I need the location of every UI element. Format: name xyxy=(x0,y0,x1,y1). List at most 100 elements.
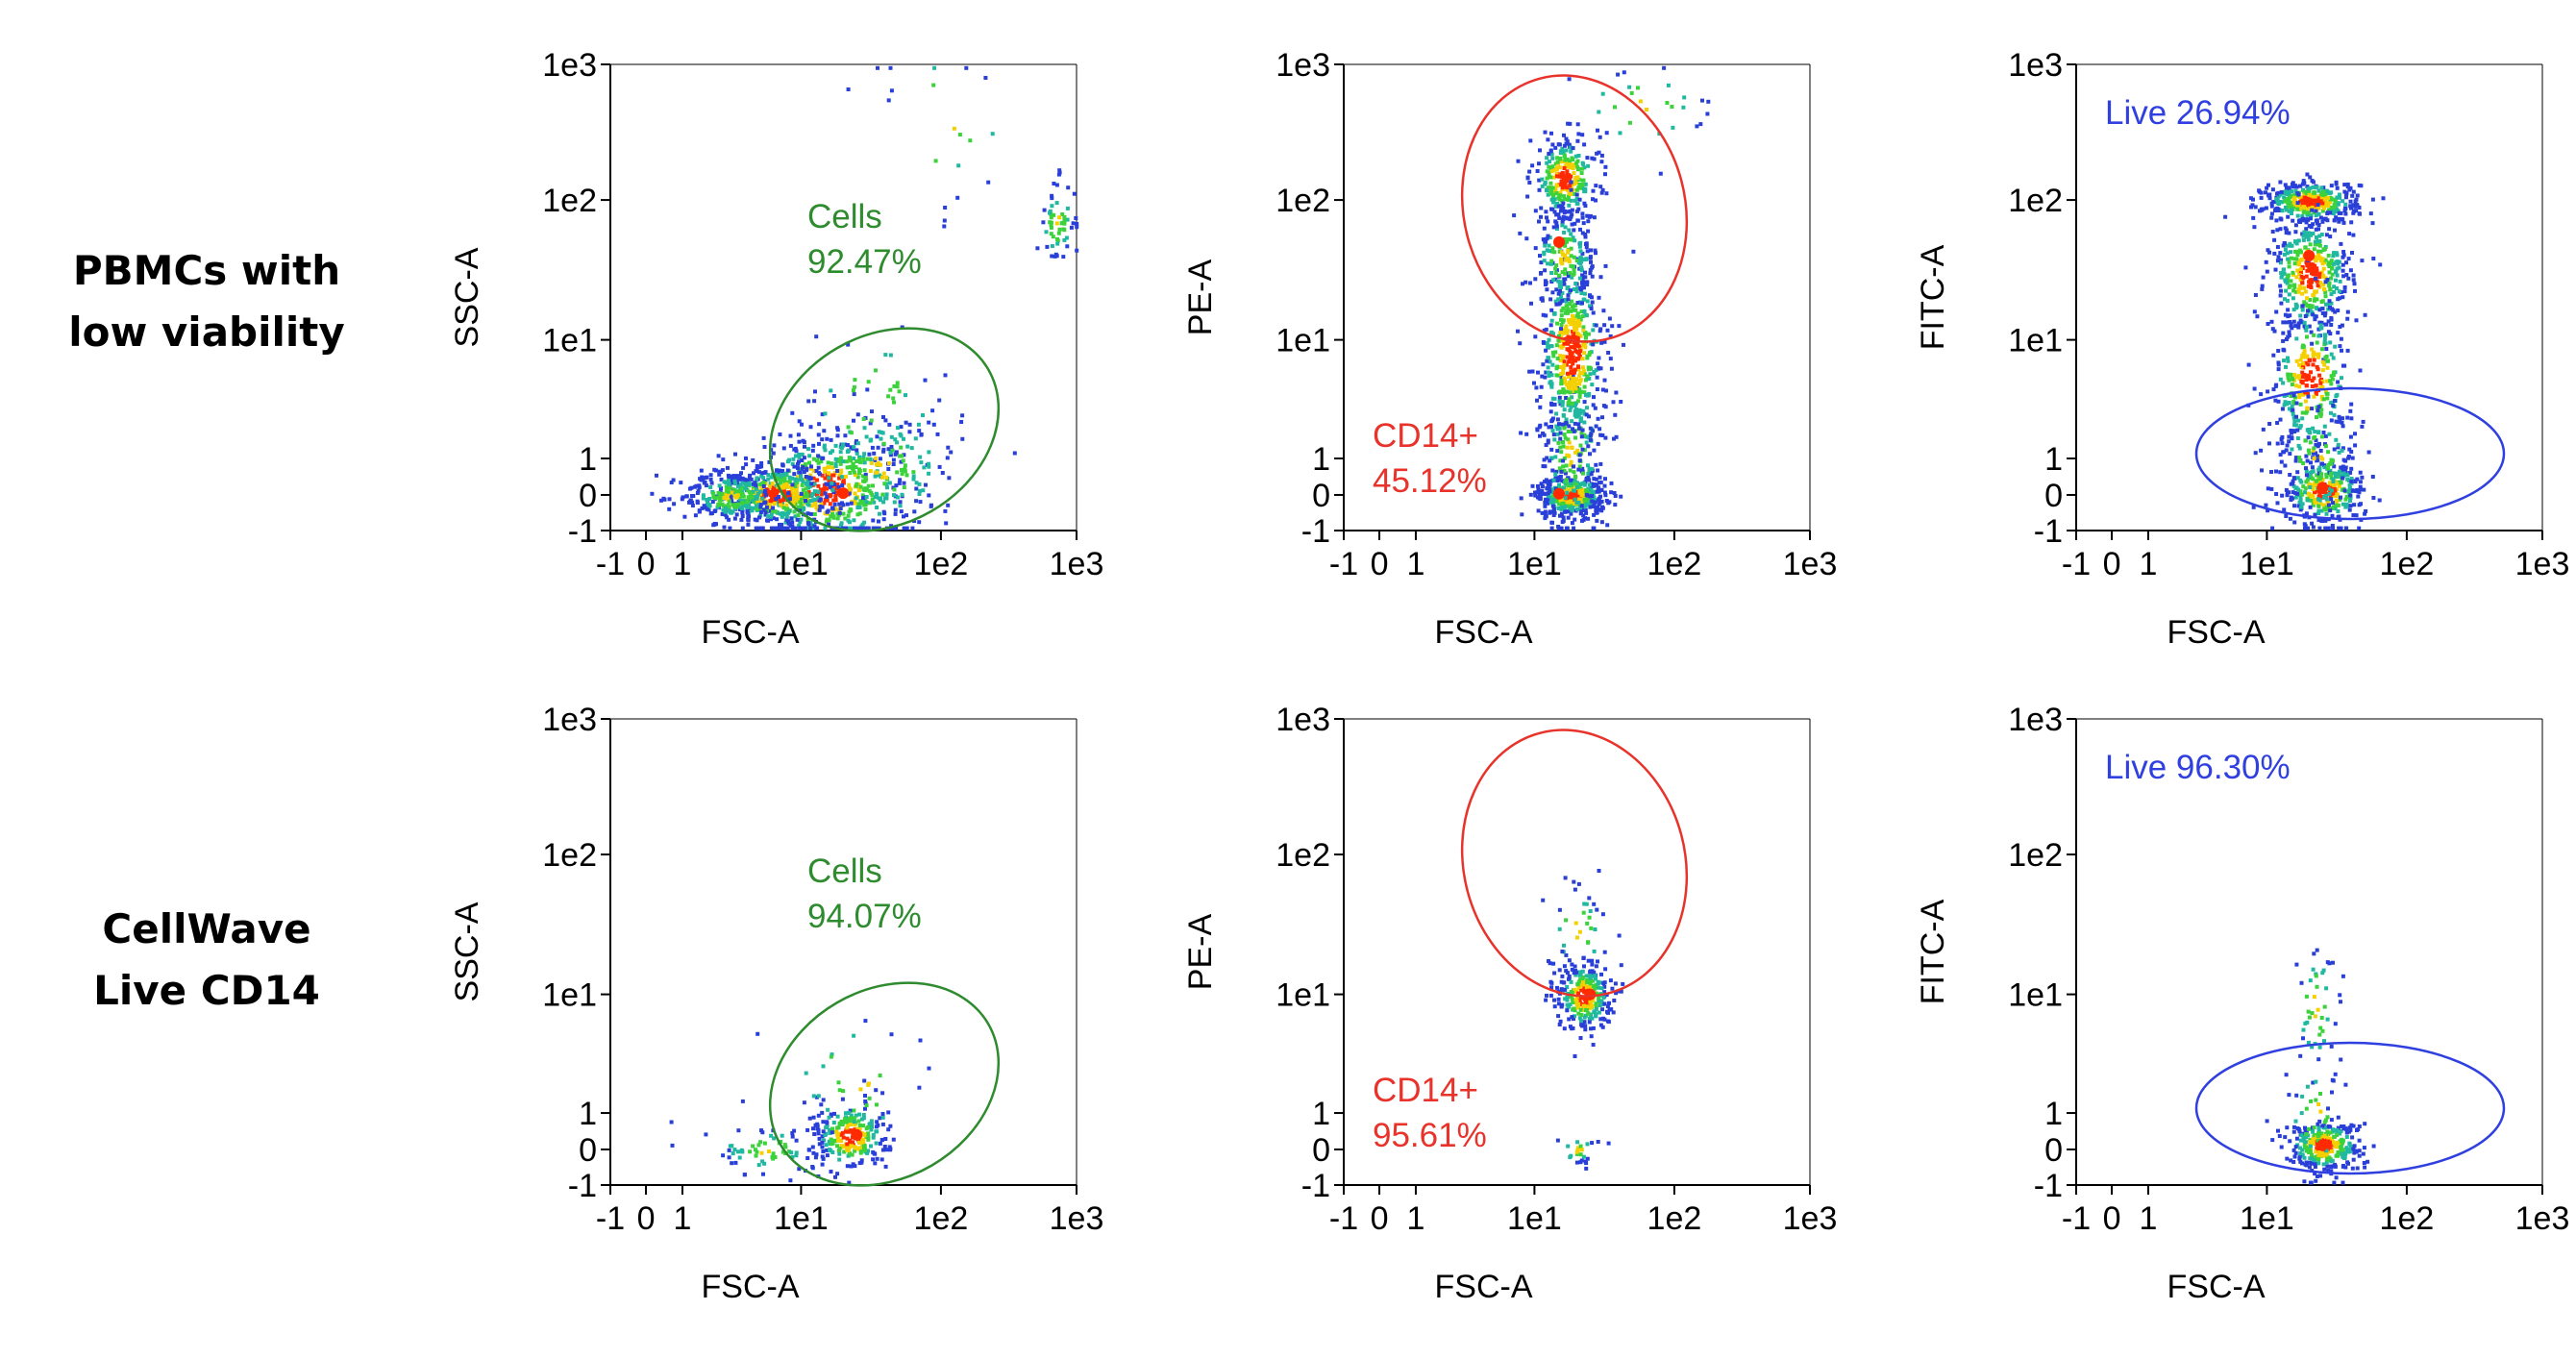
event-point xyxy=(2353,432,2357,436)
event-point xyxy=(911,477,916,482)
event-point xyxy=(1555,184,1560,188)
event-point xyxy=(2275,441,2280,446)
event-point xyxy=(780,498,785,503)
event-point xyxy=(2298,258,2303,262)
event-point xyxy=(1553,186,1558,191)
event-point xyxy=(1545,156,1549,161)
event-point xyxy=(2338,417,2342,422)
event-point xyxy=(1554,469,1559,474)
event-point xyxy=(2274,383,2279,387)
event-point xyxy=(2340,348,2343,353)
event-point xyxy=(1593,482,1597,486)
event-point xyxy=(1608,334,1613,338)
event-point xyxy=(740,514,745,518)
x-tick-label: 1e1 xyxy=(1507,546,1562,582)
event-point xyxy=(1565,490,1570,495)
event-point xyxy=(884,492,889,497)
event-point xyxy=(837,1157,842,1162)
event-point xyxy=(891,396,896,401)
event-point xyxy=(1638,99,1643,104)
event-point xyxy=(2335,195,2340,200)
event-point xyxy=(1607,500,1612,505)
event-point xyxy=(2298,402,2303,407)
event-point xyxy=(1566,437,1571,442)
event-point xyxy=(911,474,916,479)
event-point xyxy=(2316,495,2321,499)
event-point xyxy=(708,473,713,478)
event-point xyxy=(2285,402,2290,407)
event-point xyxy=(863,475,868,480)
event-point xyxy=(859,1149,864,1154)
event-point xyxy=(2338,344,2342,349)
event-point xyxy=(2259,392,2264,397)
event-point xyxy=(1562,432,1567,437)
event-point xyxy=(724,484,729,489)
event-point xyxy=(1586,219,1591,224)
event-point xyxy=(848,1120,853,1124)
event-point xyxy=(2317,320,2322,325)
event-point xyxy=(893,526,897,531)
event-point xyxy=(2338,325,2342,329)
event-point xyxy=(2291,288,2296,293)
event-point xyxy=(730,481,734,485)
event-point xyxy=(2331,480,2336,483)
event-point xyxy=(886,461,891,465)
event-point xyxy=(1590,295,1594,300)
event-point xyxy=(1587,414,1591,419)
event-point xyxy=(1055,238,1060,243)
event-point xyxy=(758,489,762,494)
event-point xyxy=(1547,337,1551,342)
event-point xyxy=(1525,194,1530,199)
event-point xyxy=(947,476,952,481)
event-point xyxy=(1566,374,1571,379)
event-point xyxy=(2341,255,2345,259)
event-point xyxy=(2308,242,2313,247)
event-point xyxy=(2271,200,2276,205)
event-point xyxy=(2332,447,2337,452)
event-point xyxy=(826,465,830,470)
event-point xyxy=(2278,377,2283,382)
event-point xyxy=(1549,197,1554,202)
event-point xyxy=(804,486,808,491)
event-point xyxy=(2305,202,2310,207)
event-point xyxy=(2294,423,2299,428)
event-point xyxy=(1577,257,1582,261)
event-point xyxy=(751,457,755,462)
event-point xyxy=(917,492,922,496)
event-point xyxy=(650,491,655,496)
event-point xyxy=(1577,387,1582,392)
event-point xyxy=(808,526,813,531)
event-point xyxy=(889,524,894,529)
event-point xyxy=(798,526,803,531)
event-point xyxy=(708,477,713,482)
event-point xyxy=(1561,458,1566,463)
event-point xyxy=(2319,320,2324,325)
event-point xyxy=(850,1152,855,1157)
event-point xyxy=(707,497,712,501)
event-point xyxy=(755,491,760,496)
event-point xyxy=(888,65,893,70)
event-point xyxy=(853,526,857,531)
event-point xyxy=(716,491,721,495)
event-point xyxy=(1562,277,1567,282)
event-point xyxy=(787,509,792,514)
event-point xyxy=(2317,477,2322,482)
event-point xyxy=(1547,152,1551,156)
event-point xyxy=(2292,261,2297,266)
event-point xyxy=(1569,180,1573,185)
event-point xyxy=(1579,171,1584,176)
event-point xyxy=(849,1164,854,1169)
event-point xyxy=(907,422,912,427)
event-point xyxy=(2338,474,2342,479)
event-point xyxy=(837,510,842,515)
event-point xyxy=(2341,474,2346,479)
event-point xyxy=(1548,509,1552,514)
event-point xyxy=(2329,418,2334,423)
event-point xyxy=(1598,427,1602,432)
event-point xyxy=(1561,515,1566,520)
event-point xyxy=(1559,179,1564,184)
event-point xyxy=(2320,204,2325,208)
event-point xyxy=(2296,287,2301,292)
event-point xyxy=(922,465,927,470)
